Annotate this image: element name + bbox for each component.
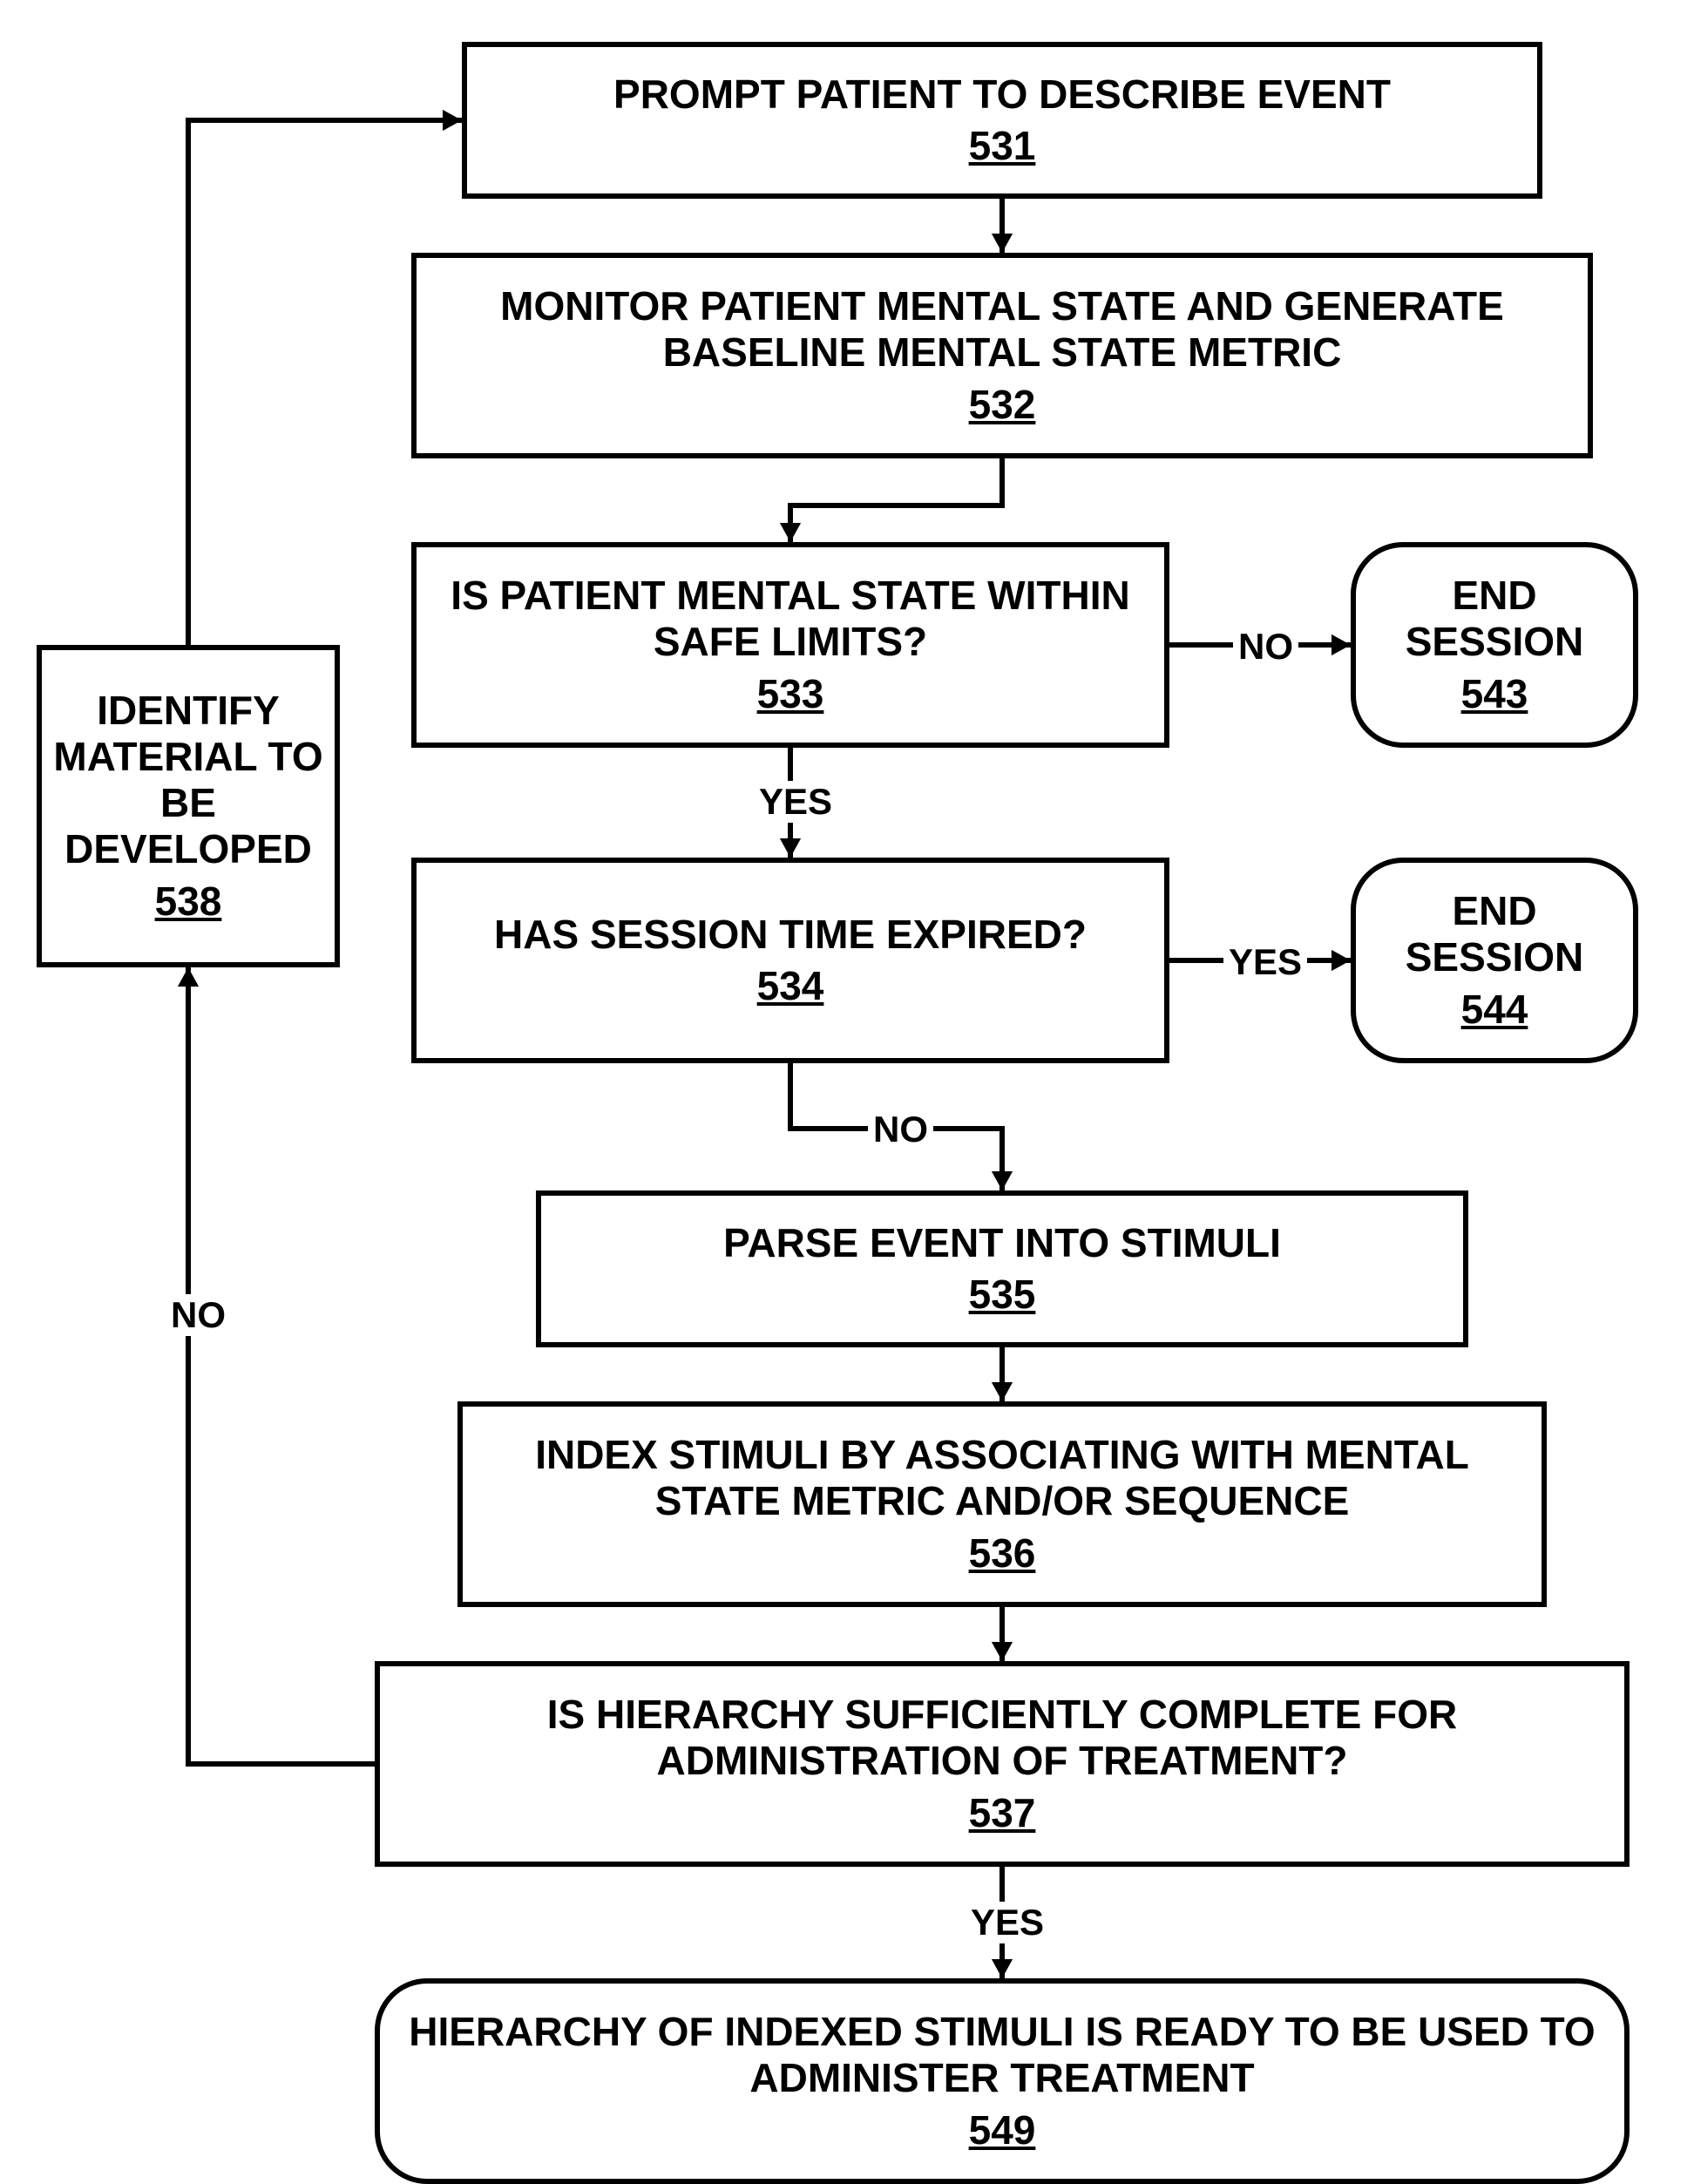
edge-label: NO (868, 1109, 933, 1150)
flowchart-node-n537: IS HIERARCHY SUFFICIENTLY COMPLETE FOR A… (375, 1661, 1630, 1867)
node-title: HAS SESSION TIME EXPIRED? (494, 912, 1087, 958)
edge-label: YES (754, 781, 837, 823)
flowchart-node-n543: END SESSION 543 (1351, 542, 1638, 748)
edge-label: NO (1233, 626, 1298, 668)
flowchart-node-n533: IS PATIENT MENTAL STATE WITHIN SAFE LIMI… (411, 542, 1169, 748)
flowchart-node-n536: INDEX STIMULI BY ASSOCIATING WITH MENTAL… (457, 1401, 1547, 1607)
edge-label: YES (1223, 941, 1307, 983)
flowchart-node-n544: END SESSION 544 (1351, 858, 1638, 1063)
flowchart-node-n531: PROMPT PATIENT TO DESCRIBE EVENT531 (462, 42, 1542, 199)
node-title: PROMPT PATIENT TO DESCRIBE EVENT (613, 71, 1391, 118)
node-ref: 536 (969, 1529, 1036, 1577)
node-title: IS PATIENT MENTAL STATE WITHIN SAFE LIMI… (425, 573, 1155, 665)
node-title: MONITOR PATIENT MENTAL STATE AND GENERAT… (425, 283, 1579, 376)
flowchart-node-n549: HIERARCHY OF INDEXED STIMULI IS READY TO… (375, 1978, 1630, 2184)
node-ref: 534 (757, 962, 824, 1009)
node-ref: 544 (1461, 986, 1528, 1033)
flowchart-node-n532: MONITOR PATIENT MENTAL STATE AND GENERAT… (411, 253, 1593, 458)
node-title: HIERARCHY OF INDEXED STIMULI IS READY TO… (389, 2009, 1616, 2101)
flowchart-node-n538: IDENTIFY MATERIAL TO BE DEVELOPED 538 (37, 645, 340, 967)
node-ref: 549 (969, 2106, 1036, 2153)
node-ref: 537 (969, 1789, 1036, 1836)
edge-label: YES (966, 1902, 1049, 1943)
node-title: IDENTIFY MATERIAL TO BE DEVELOPED (51, 688, 326, 872)
node-ref: 532 (969, 381, 1036, 428)
flowchart-node-n534: HAS SESSION TIME EXPIRED?534 (411, 858, 1169, 1063)
node-title: IS HIERARCHY SUFFICIENTLY COMPLETE FOR A… (389, 1692, 1616, 1784)
node-title: END SESSION (1365, 573, 1624, 665)
edge-label: NO (166, 1294, 231, 1336)
node-ref: 543 (1461, 670, 1528, 717)
node-title: PARSE EVENT INTO STIMULI (723, 1220, 1281, 1266)
flowchart-node-n535: PARSE EVENT INTO STIMULI 535 (536, 1190, 1468, 1347)
node-title: INDEX STIMULI BY ASSOCIATING WITH MENTAL… (471, 1432, 1533, 1524)
node-ref: 535 (969, 1271, 1036, 1318)
node-ref: 538 (155, 878, 222, 925)
flowchart-canvas: PROMPT PATIENT TO DESCRIBE EVENT531 MONIT… (0, 0, 1694, 2148)
node-title: END SESSION (1365, 888, 1624, 980)
node-ref: 531 (969, 122, 1036, 169)
node-ref: 533 (757, 670, 824, 717)
